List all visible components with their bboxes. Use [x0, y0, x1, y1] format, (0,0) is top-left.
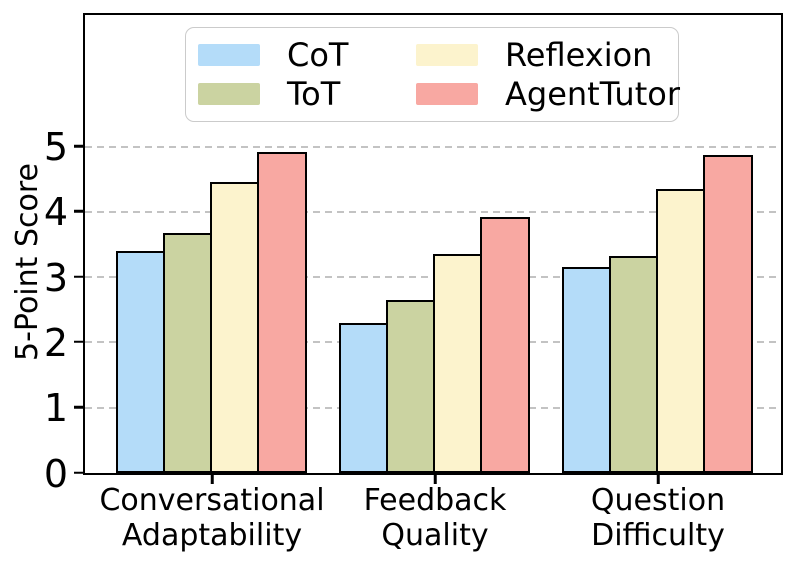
- y-tick-mark-1: [74, 405, 83, 409]
- gridline-y4: [85, 210, 781, 213]
- legend: CoT ToT Reflexion AgentTutor: [185, 27, 680, 122]
- y-tick-label-5: 5: [43, 125, 68, 170]
- x-category-label-2: Question Difficulty: [590, 483, 726, 553]
- bar-reflexion-0: [210, 182, 260, 473]
- legend-item-cot: CoT: [198, 39, 416, 71]
- bar-agenttutor-1: [480, 217, 530, 473]
- gridline-y5: [85, 145, 781, 148]
- legend-swatch-cot: [198, 44, 260, 67]
- legend-label-tot: ToT: [287, 74, 341, 113]
- bar-tot-1: [386, 300, 436, 473]
- legend-swatch-reflexion: [416, 44, 478, 67]
- x-tick-mark-1: [433, 475, 437, 484]
- legend-label-cot: CoT: [287, 36, 349, 75]
- bar-agenttutor-2: [703, 155, 753, 473]
- y-tick-label-0: 0: [43, 451, 68, 496]
- gridline-y3: [85, 276, 781, 279]
- x-category-label-0: Conversational Adaptability: [99, 483, 325, 553]
- bar-cot-2: [562, 267, 612, 473]
- legend-item-agenttutor: AgentTutor: [416, 78, 680, 110]
- y-tick-mark-3: [74, 275, 83, 278]
- legend-swatch-agenttutor: [416, 82, 478, 105]
- y-tick-mark-5: [74, 144, 83, 148]
- plot-area: CoT ToT Reflexion AgentTutor: [83, 13, 783, 475]
- bar-reflexion-2: [656, 189, 706, 473]
- bar-tot-0: [163, 232, 213, 473]
- y-tick-label-1: 1: [43, 386, 68, 431]
- legend-item-tot: ToT: [198, 78, 416, 110]
- legend-label-reflexion: Reflexion: [505, 36, 653, 75]
- y-tick-label-4: 4: [43, 190, 68, 235]
- x-category-label-1: Feedback Quality: [363, 483, 507, 553]
- bar-cot-1: [339, 322, 389, 473]
- y-tick-mark-2: [74, 340, 83, 344]
- bar-cot-0: [116, 251, 166, 473]
- y-tick-label-3: 3: [43, 255, 68, 300]
- y-tick-mark-0: [74, 471, 83, 474]
- x-tick-mark-2: [656, 475, 660, 484]
- bar-agenttutor-0: [257, 151, 307, 473]
- y-tick-label-2: 2: [43, 320, 68, 365]
- x-tick-mark-0: [210, 475, 214, 484]
- bar-tot-2: [609, 256, 659, 473]
- legend-label-agenttutor: AgentTutor: [505, 74, 680, 113]
- y-tick-mark-4: [74, 210, 83, 213]
- bar-reflexion-1: [433, 254, 483, 473]
- legend-swatch-tot: [198, 82, 260, 105]
- legend-item-reflexion: Reflexion: [416, 39, 680, 71]
